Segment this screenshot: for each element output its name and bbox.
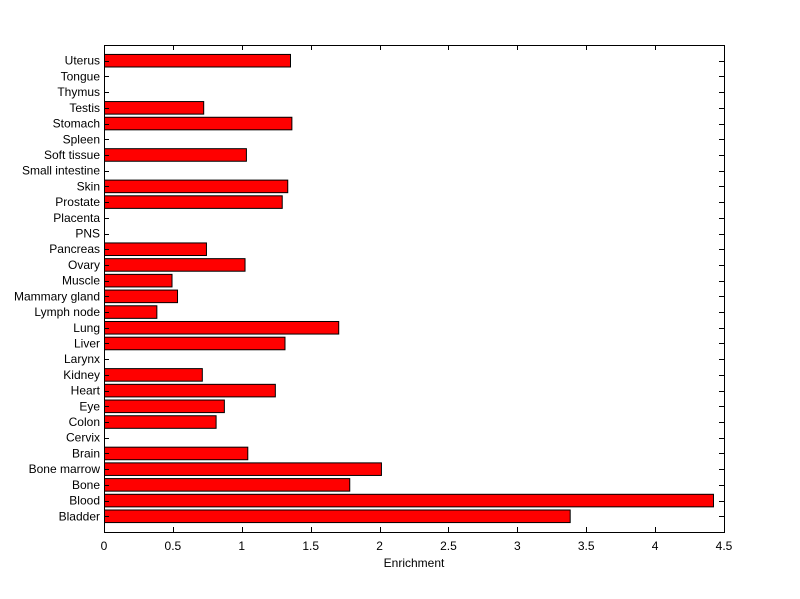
y-tick-label-brain: Brain [72,446,100,460]
x-tick-label-3: 3 [514,539,521,553]
y-tick-label-thymus: Thymus [57,85,100,99]
bar-eye [104,399,225,414]
y-tick-label-eye: Eye [79,399,100,413]
bar-stomach [104,116,293,131]
y-tick-label-testis: Testis [69,101,100,115]
bar-colon [104,415,217,429]
y-tick-label-pancreas: Pancreas [49,242,100,256]
bar-brain [104,446,249,461]
x-tick-label-1-5: 1.5 [302,539,319,553]
x-tick-label-2: 2 [376,539,383,553]
y-tick-label-soft-tissue: Soft tissue [44,148,100,162]
bar-lung [104,320,340,335]
bar-uterus [104,53,291,68]
y-tick-label-liver: Liver [74,336,100,350]
y-tick-label-lung: Lung [73,321,100,335]
y-tick-label-tongue: Tongue [61,69,101,83]
bar-heart [104,383,276,398]
x-tick-label-3-5: 3.5 [578,539,595,553]
y-tick-label-blood: Blood [69,494,100,508]
y-tick-label-spleen: Spleen [63,132,100,146]
bar-skin [104,179,289,194]
bar-muscle [104,273,173,288]
y-tick-label-lymph-node: Lymph node [34,305,100,319]
bar-liver [104,336,286,351]
y-tick-label-bone-marrow: Bone marrow [29,462,101,476]
x-tick-label-4-5: 4.5 [716,539,733,553]
x-tick-label-0: 0 [101,539,108,553]
x-tick-label-2-5: 2.5 [440,539,457,553]
bar-bone-marrow [104,462,382,476]
bar-testis [104,101,205,115]
bars [104,53,714,524]
x-axis-label: Enrichment [384,556,445,570]
y-tick-label-small-intestine: Small intestine [22,164,100,178]
bar-bladder [104,509,571,524]
y-tick-label-larynx: Larynx [64,352,100,366]
bar-pancreas [104,242,207,257]
x-tick-label-1: 1 [238,539,245,553]
y-tick-label-kidney: Kidney [63,368,100,382]
x-tick-labels: 0 0.5 1 1.5 2 2.5 3 3.5 4 4.5 [101,539,733,553]
x-tick-label-0-5: 0.5 [165,539,182,553]
y-tick-label-pns: PNS [75,227,100,241]
y-tick-label-cervix: Cervix [66,431,100,445]
bar-bone [104,478,351,492]
bar-soft-tissue [104,148,247,162]
y-tick-label-bladder: Bladder [59,509,100,523]
plot-area-frame [104,45,725,533]
bar-mammary-gland [104,289,179,304]
y-tick-label-muscle: Muscle [62,274,100,288]
bar-kidney [104,368,203,382]
y-tick-label-ovary: Ovary [68,258,100,272]
y-tick-label-stomach: Stomach [53,117,100,131]
y-tick-label-heart: Heart [71,384,101,398]
bar-prostate [104,195,283,209]
y-tick-label-prostate: Prostate [55,195,100,209]
x-tick-label-4: 4 [652,539,659,553]
bar-lymph-node [104,305,158,319]
y-tick-label-uterus: Uterus [65,54,100,68]
y-tick-label-placenta: Placenta [53,211,100,225]
y-tick-label-mammary-gland: Mammary gland [14,289,100,303]
y-tick-label-bone: Bone [72,478,100,492]
bar-blood [104,493,714,508]
y-tick-label-skin: Skin [77,179,100,193]
bar-ovary [104,258,246,272]
y-tick-label-colon: Colon [69,415,100,429]
